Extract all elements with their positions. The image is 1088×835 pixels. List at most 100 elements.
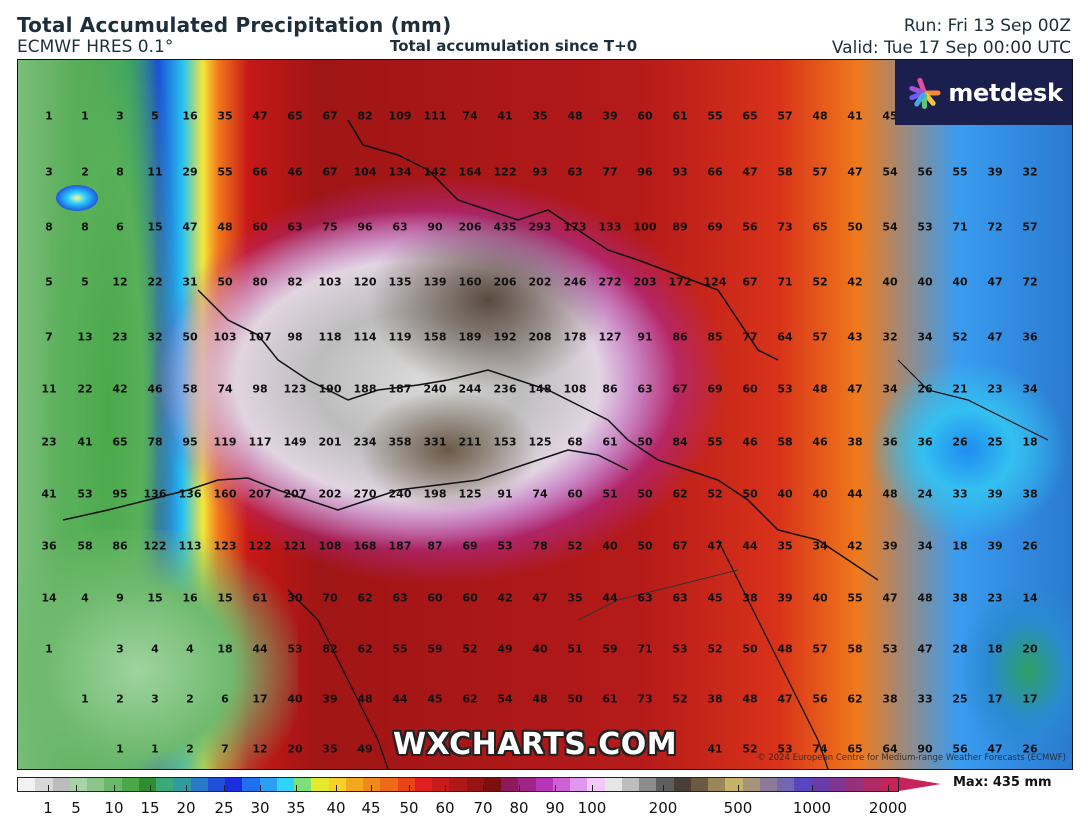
grid-value: 65 (812, 220, 828, 234)
valid-time: Valid: Tue 17 Sep 00:00 UTC (831, 38, 1071, 58)
precipitation-map: 1 1 3 5 16 35 47 65 67 82 109 111 74 41 35 48 39 60 61 55 65… (17, 59, 1073, 770)
grid-value: 189 (458, 330, 482, 344)
colorbar-tick-label: 15 (140, 799, 160, 817)
grid-value: 51 (567, 642, 583, 656)
grid-value: 41 (847, 109, 863, 123)
grid-value: 69 (462, 539, 478, 553)
grid-value: 202 (528, 275, 552, 289)
grid-value: 32 (147, 330, 163, 344)
grid-value: 201 (318, 435, 342, 449)
grid-value: 15 (147, 591, 163, 605)
grid-value: 52 (567, 539, 583, 553)
grid-value: 122 (143, 539, 167, 553)
grid-value: 31 (182, 275, 198, 289)
grid-value: 11 (147, 165, 163, 179)
grid-value: 25 (987, 435, 1003, 449)
grid-value: 77 (742, 330, 758, 344)
grid-value: 119 (388, 330, 412, 344)
grid-value: 18 (1022, 435, 1038, 449)
grid-value: 23 (112, 330, 128, 344)
colorbar-segment (483, 778, 501, 791)
grid-value: 18 (952, 539, 968, 553)
grid-value: 107 (248, 330, 272, 344)
grid-value: 207 (248, 487, 272, 501)
grid-value: 38 (742, 591, 758, 605)
grid-value: 6 (116, 220, 124, 234)
grid-value: 164 (458, 165, 482, 179)
grid-value: 50 (567, 692, 583, 706)
grid-value: 198 (423, 487, 447, 501)
metdesk-wordmark: metdesk (948, 78, 1063, 107)
grid-value: 1 (45, 642, 53, 656)
grid-value: 39 (602, 109, 618, 123)
grid-value: 270 (353, 487, 377, 501)
grid-value: 53 (917, 220, 933, 234)
model-label: ECMWF HRES 0.1° (17, 37, 174, 57)
grid-value: 59 (427, 642, 443, 656)
grid-value: 77 (602, 165, 618, 179)
colorbar-tick-label: 1 (43, 799, 53, 817)
grid-value: 187 (388, 382, 412, 396)
grid-value: 39 (987, 165, 1003, 179)
grid-value: 89 (672, 220, 688, 234)
grid-value: 55 (847, 591, 863, 605)
grid-value: 26 (1022, 742, 1038, 756)
grid-value: 104 (353, 165, 377, 179)
colorbar-segment (414, 778, 432, 791)
grid-value: 56 (812, 692, 828, 706)
grid-value: 65 (847, 742, 863, 756)
grid-value: 58 (777, 165, 793, 179)
colorbar-tick (150, 785, 151, 791)
grid-value: 7 (45, 330, 53, 344)
low-precip-region-east (868, 360, 1072, 560)
grid-value: 17 (252, 692, 268, 706)
colorbar-segment (570, 778, 588, 791)
grid-value: 72 (1022, 275, 1038, 289)
grid-value: 234 (353, 435, 377, 449)
grid-value: 47 (987, 742, 1003, 756)
grid-value: 47 (707, 539, 723, 553)
colorbar-segment (259, 778, 277, 791)
colorbar-segment (207, 778, 225, 791)
metdesk-logo: metdesk (895, 60, 1072, 125)
grid-value: 17 (1022, 692, 1038, 706)
grid-value: 82 (322, 642, 338, 656)
grid-value: 17 (987, 692, 1003, 706)
colorbar-segment (328, 778, 346, 791)
colorbar-segment (621, 778, 639, 791)
ecmwf-copyright: © 2024 European Centre for Medium-range … (757, 753, 1066, 763)
grid-value: 74 (812, 742, 828, 756)
grid-value: 160 (213, 487, 237, 501)
grid-value: 136 (143, 487, 167, 501)
grid-value: 246 (563, 275, 587, 289)
colorbar-segment (397, 778, 415, 791)
grid-value: 69 (707, 220, 723, 234)
colorbar-segment (138, 778, 156, 791)
grid-value: 135 (388, 275, 412, 289)
grid-value: 48 (777, 642, 793, 656)
grid-value: 67 (672, 382, 688, 396)
grid-value: 62 (847, 692, 863, 706)
grid-value: 120 (353, 275, 377, 289)
grid-value: 58 (77, 539, 93, 553)
colorbar-segment (121, 778, 139, 791)
grid-value: 41 (77, 435, 93, 449)
grid-value: 44 (602, 591, 618, 605)
colorbar-segment (311, 778, 329, 791)
grid-value: 21 (952, 382, 968, 396)
grid-value: 40 (952, 275, 968, 289)
grid-value: 100 (633, 220, 657, 234)
grid-value: 172 (668, 275, 692, 289)
grid-value: 93 (532, 165, 548, 179)
grid-value: 50 (637, 539, 653, 553)
grid-value: 30 (287, 591, 303, 605)
colorbar-tick-label: 10 (104, 799, 124, 817)
grid-value: 96 (637, 165, 653, 179)
colorbar-segment (863, 778, 881, 791)
colorbar-tick-label: 50 (399, 799, 419, 817)
colorbar-tick-label: 100 (577, 799, 607, 817)
grid-value: 35 (567, 591, 583, 605)
low-precip-region-southeast (948, 580, 1072, 760)
grid-value: 60 (252, 220, 268, 234)
grid-value: 20 (1022, 642, 1038, 656)
